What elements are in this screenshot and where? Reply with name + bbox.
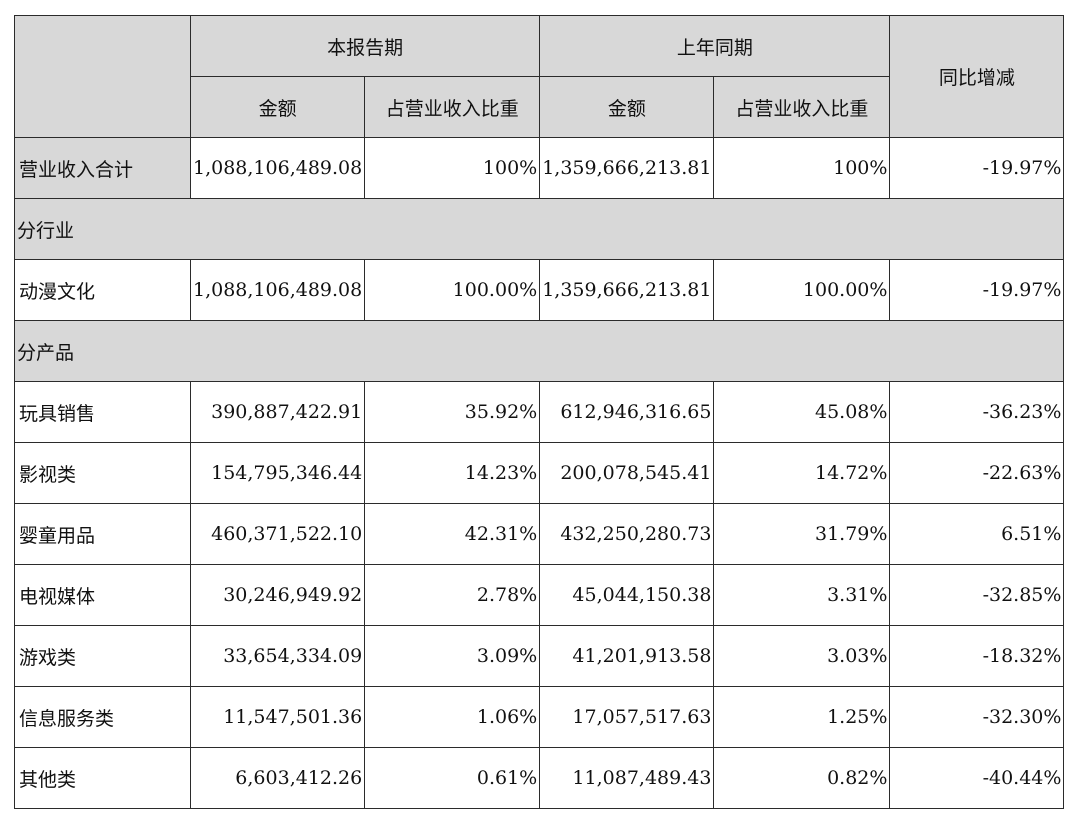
prior-share-cell: 14.72% xyxy=(713,442,891,504)
current-amount-cell: 1,088,106,489.08 xyxy=(189,137,366,199)
section-title: 分行业 xyxy=(13,198,1065,260)
yoy-change-cell: -32.30% xyxy=(889,686,1065,748)
current-share-cell: 100.00% xyxy=(364,259,541,321)
current-share-cell: 3.09% xyxy=(364,625,541,687)
current-amount-cell: 33,654,334.09 xyxy=(189,625,366,687)
prior-amount-cell: 17,057,517.63 xyxy=(539,686,715,748)
section-title: 分产品 xyxy=(13,320,1065,382)
current-amount-cell: 390,887,422.91 xyxy=(189,381,366,443)
current-amount-cell: 460,371,522.10 xyxy=(189,503,366,565)
header-prior-amount: 金额 xyxy=(539,76,715,138)
table-row: 婴童用品 460,371,522.10 42.31% 432,250,280.73 31… xyxy=(14,503,1065,565)
header-prior-period: 上年同期 xyxy=(539,15,891,77)
table-row: 玩具销售 390,887,422.91 35.92% 612,946,316.65 45… xyxy=(14,381,1065,443)
prior-share-cell: 100.00% xyxy=(713,259,891,321)
row-label: 游戏类 xyxy=(14,625,191,687)
prior-amount-cell: 1,359,666,213.81 xyxy=(539,259,715,321)
prior-amount-cell: 1,359,666,213.81 xyxy=(539,137,715,199)
yoy-change-cell: 6.51% xyxy=(889,503,1065,565)
prior-amount-cell: 11,087,489.43 xyxy=(539,747,715,809)
current-share-cell: 100% xyxy=(364,137,541,199)
total-row: 营业收入合计 1,088,106,489.08 100% 1,359,666,2… xyxy=(14,137,1065,199)
prior-share-cell: 1.25% xyxy=(713,686,891,748)
section-row: 分行业 xyxy=(13,198,1065,260)
yoy-change-cell: -36.23% xyxy=(889,381,1065,443)
prior-share-cell: 0.82% xyxy=(713,747,891,809)
prior-amount-cell: 45,044,150.38 xyxy=(539,564,715,626)
current-share-cell: 0.61% xyxy=(364,747,541,809)
header-corner-cell xyxy=(14,15,191,138)
current-share-cell: 2.78% xyxy=(364,564,541,626)
current-amount-cell: 11,547,501.36 xyxy=(189,686,366,748)
current-share-cell: 35.92% xyxy=(364,381,541,443)
yoy-change-cell: -22.63% xyxy=(889,442,1065,504)
header-current-period: 本报告期 xyxy=(189,15,541,77)
prior-amount-cell: 200,078,545.41 xyxy=(539,442,715,504)
prior-share-cell: 3.03% xyxy=(713,625,891,687)
section-row: 分产品 xyxy=(13,320,1065,382)
current-amount-cell: 154,795,346.44 xyxy=(189,442,366,504)
current-share-cell: 1.06% xyxy=(364,686,541,748)
row-label: 婴童用品 xyxy=(14,503,191,565)
row-label: 动漫文化 xyxy=(14,259,191,321)
yoy-change-cell: -19.97% xyxy=(889,137,1065,199)
row-label: 玩具销售 xyxy=(14,381,191,443)
row-label: 其他类 xyxy=(14,747,191,809)
table-row: 动漫文化 1,088,106,489.08 100.00% 1,359,666,213… xyxy=(14,259,1065,321)
yoy-change-cell: -40.44% xyxy=(889,747,1065,809)
header-current-share: 占营业收入比重 xyxy=(364,76,541,138)
table-row: 电视媒体 30,246,949.92 2.78% 45,044,150.38 3.31%… xyxy=(14,564,1065,626)
table-row: 其他类 6,603,412.26 0.61% 11,087,489.43 0.82% -4… xyxy=(14,747,1065,809)
header-yoy-change: 同比增减 xyxy=(889,15,1065,138)
table-row: 影视类 154,795,346.44 14.23% 200,078,545.41 14.… xyxy=(14,442,1065,504)
prior-amount-cell: 612,946,316.65 xyxy=(539,381,715,443)
yoy-change-cell: -32.85% xyxy=(889,564,1065,626)
yoy-change-cell: -18.32% xyxy=(889,625,1065,687)
prior-share-cell: 45.08% xyxy=(713,381,891,443)
header-current-amount: 金额 xyxy=(189,76,366,138)
prior-share-cell: 31.79% xyxy=(713,503,891,565)
revenue-composition-table: 本报告期 上年同期 同比增减 金额 占营业收入比重 金额 占营业收入比重 营业收… xyxy=(13,15,1065,809)
table-row: 信息服务类 11,547,501.36 1.06% 17,057,517.63 1.25… xyxy=(14,686,1065,748)
yoy-change-cell: -19.97% xyxy=(889,259,1065,321)
row-label: 电视媒体 xyxy=(14,564,191,626)
row-label: 营业收入合计 xyxy=(14,137,191,199)
current-share-cell: 14.23% xyxy=(364,442,541,504)
prior-share-cell: 100% xyxy=(713,137,891,199)
header-prior-share: 占营业收入比重 xyxy=(713,76,891,138)
current-share-cell: 42.31% xyxy=(364,503,541,565)
prior-amount-cell: 41,201,913.58 xyxy=(539,625,715,687)
row-label: 信息服务类 xyxy=(14,686,191,748)
table-row: 游戏类 33,654,334.09 3.09% 41,201,913.58 3.03% -… xyxy=(14,625,1065,687)
current-amount-cell: 30,246,949.92 xyxy=(189,564,366,626)
current-amount-cell: 1,088,106,489.08 xyxy=(189,259,366,321)
row-label: 影视类 xyxy=(14,442,191,504)
prior-share-cell: 3.31% xyxy=(713,564,891,626)
current-amount-cell: 6,603,412.26 xyxy=(189,747,366,809)
prior-amount-cell: 432,250,280.73 xyxy=(539,503,715,565)
